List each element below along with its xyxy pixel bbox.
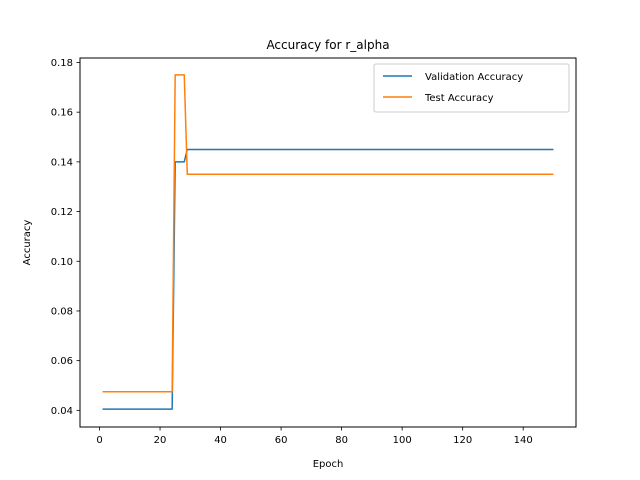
y-tick-label: 0.10 [51,257,73,268]
y-tick-label: 0.16 [51,108,73,119]
series-line-1 [102,74,554,393]
x-tick-label: 60 [275,435,288,446]
axes-frame [79,57,577,428]
plot-area [80,58,576,427]
y-tick-label: 0.06 [51,356,73,367]
x-axis-ticks: 0 20 40 60 80 100 120 140 [96,427,533,446]
y-tick-label: 0.14 [51,157,73,168]
x-tick-label: 20 [154,435,167,446]
x-tick-label: 40 [214,435,227,446]
x-tick-label: 80 [335,435,348,446]
y-tick-label: 0.12 [51,207,73,218]
y-axis-label: Accuracy [22,220,33,266]
x-tick-label: 0 [96,435,102,446]
y-tick-label: 0.08 [51,306,73,317]
chart-title: Accuracy for r_alpha [266,38,389,52]
y-tick-label: 0.04 [51,406,73,417]
x-tick-label: 140 [514,435,533,446]
series-line-0 [102,148,554,410]
x-tick-label: 120 [453,435,472,446]
legend-box [373,63,570,113]
legend-entry-validation: Validation Accuracy [425,72,523,83]
y-axis-ticks: 0.04 0.06 0.08 0.10 0.12 0.14 0.16 0.18 [51,58,80,417]
x-tick-label: 100 [393,435,412,446]
legend-entry-test: Test Accuracy [424,93,494,104]
legend: Validation Accuracy Test Accuracy [373,63,570,113]
series-layer [102,74,554,410]
x-axis-label: Epoch [313,459,344,470]
y-tick-label: 0.18 [51,58,73,69]
